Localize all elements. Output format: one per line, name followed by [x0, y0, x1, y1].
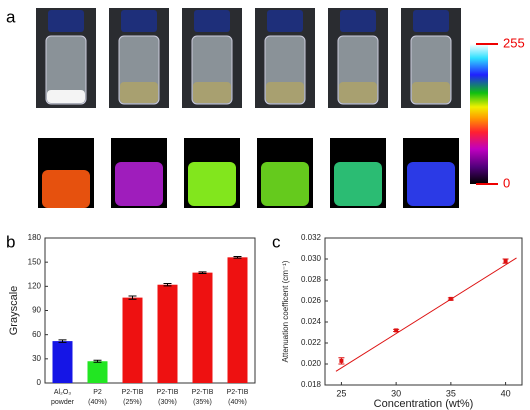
fit-line: [336, 258, 517, 371]
panel-label: b: [6, 232, 15, 251]
bar: [123, 298, 143, 383]
y-tick-label: 60: [32, 330, 41, 339]
x-tick-label: P2-TIB: [227, 389, 249, 396]
y-tick-label: 0.028: [301, 275, 322, 284]
y-tick-label: 120: [28, 281, 42, 290]
colorbar: [470, 44, 488, 184]
bar: [158, 285, 178, 383]
y-tick-label: 0.020: [301, 359, 322, 368]
x-tick-label: P2: [93, 389, 102, 396]
y-tick-label: 30: [32, 354, 41, 363]
fluor-content: [334, 162, 382, 206]
fluor-content: [188, 162, 236, 206]
fluor-content: [407, 162, 455, 206]
point: [339, 359, 343, 363]
x-tick-label: P2-TIB: [192, 389, 214, 396]
colorbar-max: 255: [503, 35, 525, 50]
x-tick-label: (40%): [88, 399, 107, 406]
vial-content: [120, 82, 158, 103]
x-tick-label: Al₂O₃: [54, 389, 71, 396]
vial-cap: [340, 10, 376, 32]
bar: [53, 341, 73, 383]
point: [504, 259, 508, 263]
vial-content: [339, 82, 377, 103]
bar: [88, 361, 108, 383]
y-tick-label: 0.024: [301, 317, 322, 326]
vial-content: [193, 82, 231, 103]
y-tick-label: 0.018: [301, 380, 322, 389]
plot-frame: [45, 238, 255, 383]
y-tick-label: 0.022: [301, 338, 322, 347]
bar: [228, 257, 248, 383]
y-axis-label: Grayscale: [8, 286, 20, 336]
x-tick-label: P2-TIB: [157, 389, 179, 396]
point: [449, 297, 453, 301]
bar: [193, 273, 213, 383]
x-axis-label: Concentration (wt%): [374, 398, 474, 410]
vial-content: [47, 90, 85, 103]
fluor-content: [115, 162, 163, 206]
x-tick-label: 40: [501, 388, 511, 398]
error-bar: [234, 257, 242, 259]
y-tick-label: 0.032: [301, 233, 322, 242]
y-tick-label: 180: [28, 233, 42, 242]
fluor-content: [261, 162, 309, 206]
vial-content: [412, 82, 450, 103]
y-tick-label: 0.030: [301, 254, 322, 263]
vial-cap: [48, 10, 84, 32]
vial-cap: [267, 10, 303, 32]
x-tick-label: powder: [51, 399, 75, 406]
vial-cap: [194, 10, 230, 32]
panel-label: a: [6, 7, 16, 26]
y-tick-label: 0: [37, 378, 42, 387]
x-tick-label: 25: [336, 388, 346, 398]
photos: [36, 8, 461, 208]
fluor-content: [42, 170, 90, 208]
x-tick-label: (30%): [158, 399, 177, 406]
colorbar-min: 0: [503, 175, 510, 190]
x-tick-label: P2-TIB: [122, 389, 144, 396]
y-tick-label: 150: [28, 257, 42, 266]
x-tick-label: (25%): [123, 399, 142, 406]
point: [394, 328, 398, 332]
vial-cap: [121, 10, 157, 32]
x-tick-label: 35: [446, 388, 456, 398]
figure: a b c 255 0 0 30 60 90 120 150 180 Grayscale Al₂…: [0, 0, 530, 410]
y-tick-label: 90: [32, 306, 41, 315]
x-tick-label: (35%): [193, 399, 212, 406]
vial-cap: [413, 10, 449, 32]
plot-frame: [325, 238, 522, 385]
panel-label: c: [272, 232, 281, 251]
y-tick-label: 0.026: [301, 296, 322, 305]
x-tick-label: 30: [391, 388, 401, 398]
x-tick-label: (40%): [228, 399, 247, 406]
vial-content: [266, 82, 304, 103]
y-axis-label: Attenuation coefficent (cm⁻¹): [281, 260, 290, 362]
